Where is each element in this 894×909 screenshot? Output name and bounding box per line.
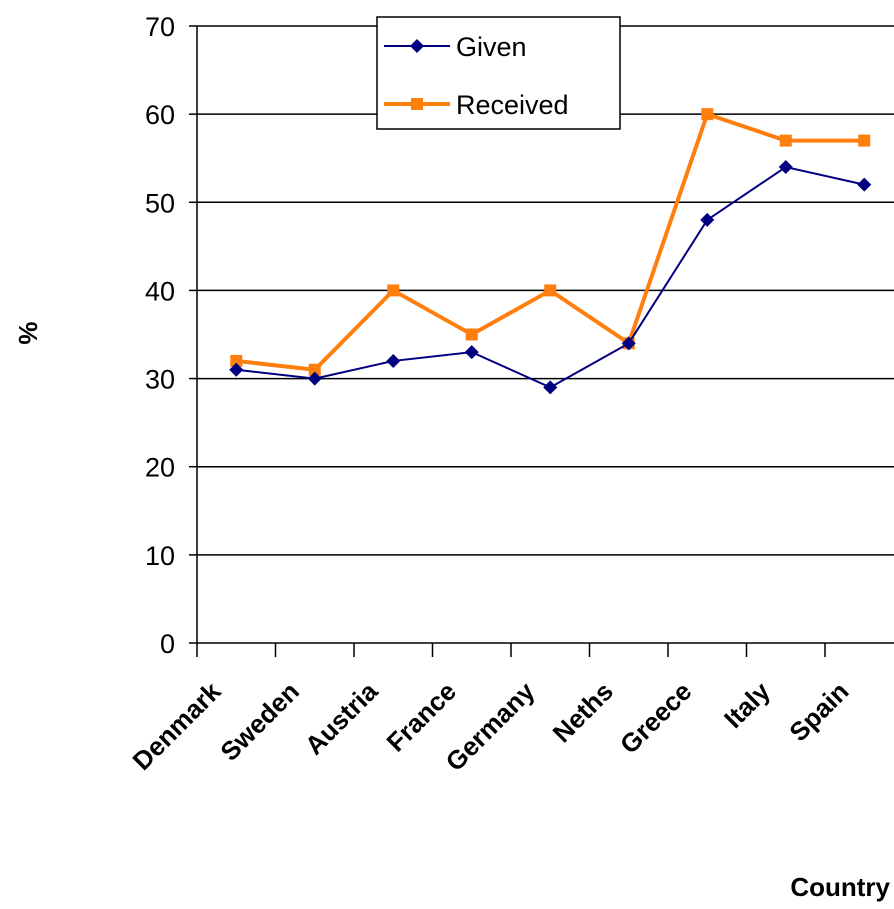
series-given — [229, 160, 872, 395]
y-tick-label: 50 — [145, 188, 175, 218]
data-point — [230, 354, 243, 367]
x-tick-label: Sweden — [214, 676, 305, 767]
y-tick-label: 40 — [145, 276, 175, 306]
y-tick-label: 0 — [160, 629, 175, 659]
x-tick-label: Italy — [718, 676, 776, 734]
data-point — [386, 353, 401, 368]
series-received — [230, 108, 871, 376]
legend-box — [376, 16, 621, 130]
data-point — [229, 362, 244, 377]
y-tick-label: 60 — [145, 100, 175, 130]
data-point — [387, 284, 400, 297]
data-point — [543, 380, 558, 395]
data-point — [308, 363, 321, 376]
data-point — [779, 134, 792, 147]
data-point — [544, 284, 557, 297]
y-axis-title: % — [13, 321, 43, 344]
data-point — [307, 371, 322, 386]
y-axis-tick-labels: 0 10 20 30 40 50 60 70 — [145, 12, 175, 659]
x-tick-label: Denmark — [127, 676, 227, 776]
data-point — [465, 328, 478, 341]
y-tick-label: 30 — [145, 365, 175, 395]
data-point — [701, 108, 714, 121]
x-axis-ticks — [196, 643, 826, 657]
series — [229, 108, 872, 395]
y-tick-label: 20 — [145, 453, 175, 483]
legend-label: Received — [456, 90, 569, 120]
series-line — [236, 111, 865, 372]
y-tick-label: 10 — [145, 541, 175, 571]
legend[interactable]: Given Received — [376, 16, 621, 130]
x-tick-label: Neths — [547, 676, 619, 748]
data-point — [700, 212, 715, 227]
data-point — [464, 345, 479, 360]
x-tick-label: Austria — [299, 676, 384, 761]
data-point — [621, 336, 636, 351]
x-tick-label: Greece — [614, 676, 698, 760]
y-tick-label: 70 — [145, 12, 175, 42]
x-axis-title: Country — [790, 872, 890, 902]
data-point — [857, 177, 872, 192]
legend-item-given: Given — [384, 32, 527, 62]
x-tick-label: Spain — [783, 676, 854, 747]
legend-item-received: Received — [384, 90, 569, 120]
data-point — [778, 160, 793, 175]
axes — [189, 25, 894, 644]
data-point — [858, 134, 871, 147]
legend-label: Given — [456, 32, 527, 62]
data-point — [411, 98, 423, 110]
data-point — [410, 39, 424, 53]
